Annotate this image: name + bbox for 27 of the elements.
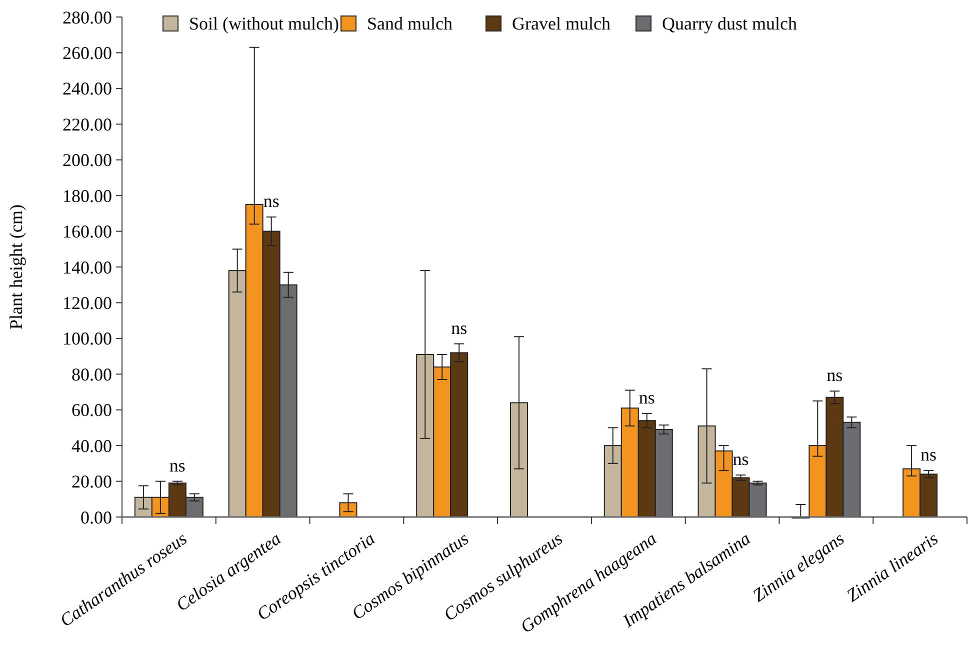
annotation: ns [638, 387, 655, 408]
annotation: ns [451, 318, 468, 338]
legend-label: Quarry dust mulch [662, 13, 797, 34]
annotation: ns [920, 444, 937, 465]
y-tick-label: 0.00 [80, 507, 112, 528]
legend-label: Sand mulch [367, 13, 452, 34]
y-tick-label: 20.00 [72, 472, 112, 492]
y-tick-label: 240.00 [62, 78, 112, 99]
annotation: ns [169, 455, 186, 476]
annotation: ns [263, 191, 280, 211]
annotation: ns [826, 365, 843, 386]
y-tick-label: 140.00 [62, 257, 112, 278]
legend-label: Soil (without mulch) [189, 13, 339, 34]
y-tick-label: 180.00 [62, 186, 112, 206]
annotation: ns [732, 449, 749, 470]
legend-label: Gravel mulch [512, 13, 610, 34]
y-tick-label: 200.00 [62, 150, 112, 170]
y-tick-label: 280.00 [62, 7, 112, 28]
y-tick-label: 220.00 [62, 114, 112, 134]
y-tick-label: 60.00 [72, 400, 112, 420]
y-tick-label: 80.00 [72, 364, 112, 384]
y-axis-title: Plant height (cm) [6, 204, 26, 330]
y-tick-label: 40.00 [72, 436, 112, 456]
y-tick-label: 100.00 [62, 328, 112, 349]
y-tick-label: 120.00 [62, 293, 112, 314]
y-tick-label: 260.00 [62, 43, 112, 64]
y-tick-label: 160.00 [62, 222, 112, 242]
